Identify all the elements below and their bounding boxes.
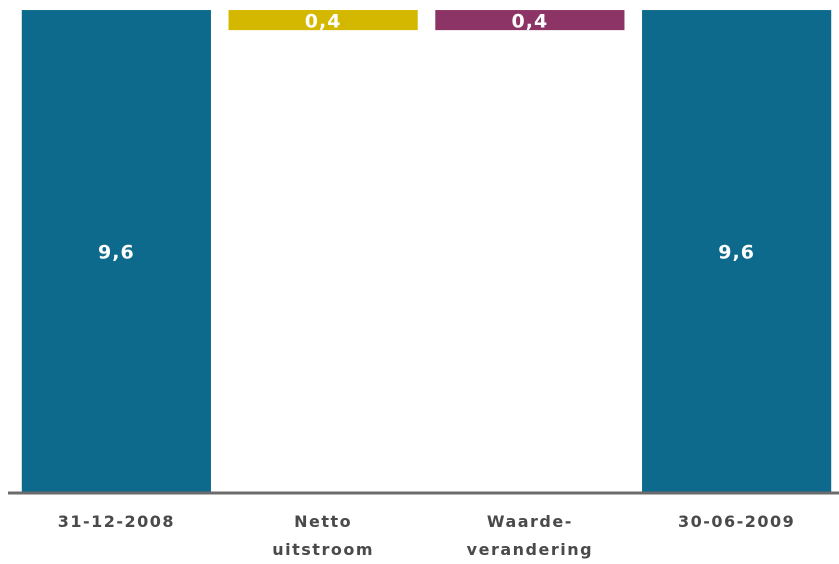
x-tick-label: 30-06-2009 [677,512,796,531]
x-tick-label: 31-12-2008 [57,512,176,531]
value-label: 0,4 [305,11,342,33]
value-label: 9,6 [98,242,135,264]
value-label: 0,4 [512,11,549,33]
bar [228,10,418,31]
x-tick-label: Netto uitstroom [272,512,374,559]
bar [642,10,832,493]
bar [21,10,211,493]
x-tick-label: Waarde- verandering [466,512,594,559]
bar [435,10,625,31]
value-label: 9,6 [718,242,755,264]
